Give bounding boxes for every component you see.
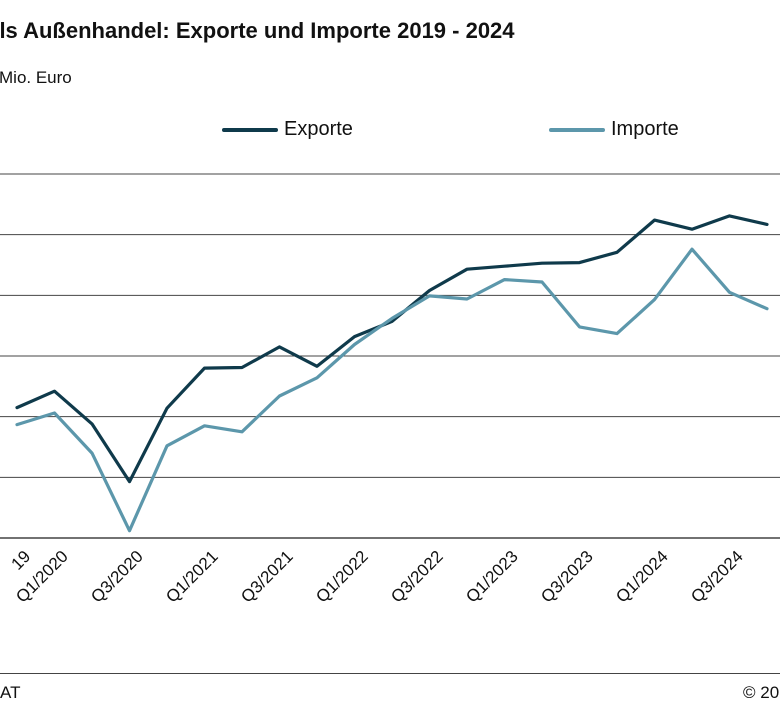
x-tick-label: Q1/2021 bbox=[162, 547, 222, 607]
source-note: AT bbox=[0, 683, 21, 702]
legend-label-exports: Exporte bbox=[284, 118, 353, 140]
legend-item-imports: Importe bbox=[549, 118, 679, 141]
x-tick-label: Q1/2022 bbox=[312, 547, 372, 607]
y-axis-unit: Mio. Euro bbox=[0, 68, 72, 87]
x-tick-label: Q3/2021 bbox=[237, 547, 297, 607]
series-line-exporte bbox=[15, 214, 769, 484]
series-lines bbox=[15, 214, 769, 533]
x-tick-label: Q1/2024 bbox=[612, 547, 672, 607]
legend-swatch-imports bbox=[549, 127, 605, 132]
x-tick-label: Q3/2020 bbox=[87, 547, 147, 607]
chart-title: ols Außenhandel: Exporte und Importe 201… bbox=[0, 18, 515, 43]
x-tick-label: Q3/2024 bbox=[687, 547, 747, 607]
legend-swatch-exports bbox=[222, 127, 278, 132]
x-tick-label: Q1/2023 bbox=[462, 547, 522, 607]
copyright-note: © 20 bbox=[743, 683, 780, 702]
x-tick-label: 19 bbox=[7, 547, 34, 574]
gridlines bbox=[0, 173, 780, 539]
x-tick-label: Q3/2023 bbox=[537, 547, 597, 607]
legend-item-exports: Exporte bbox=[222, 118, 353, 141]
series-line-importe bbox=[15, 247, 769, 533]
legend-label-imports: Importe bbox=[611, 118, 679, 140]
x-tick-label: Q3/2022 bbox=[387, 547, 447, 607]
footer-divider bbox=[0, 673, 780, 674]
